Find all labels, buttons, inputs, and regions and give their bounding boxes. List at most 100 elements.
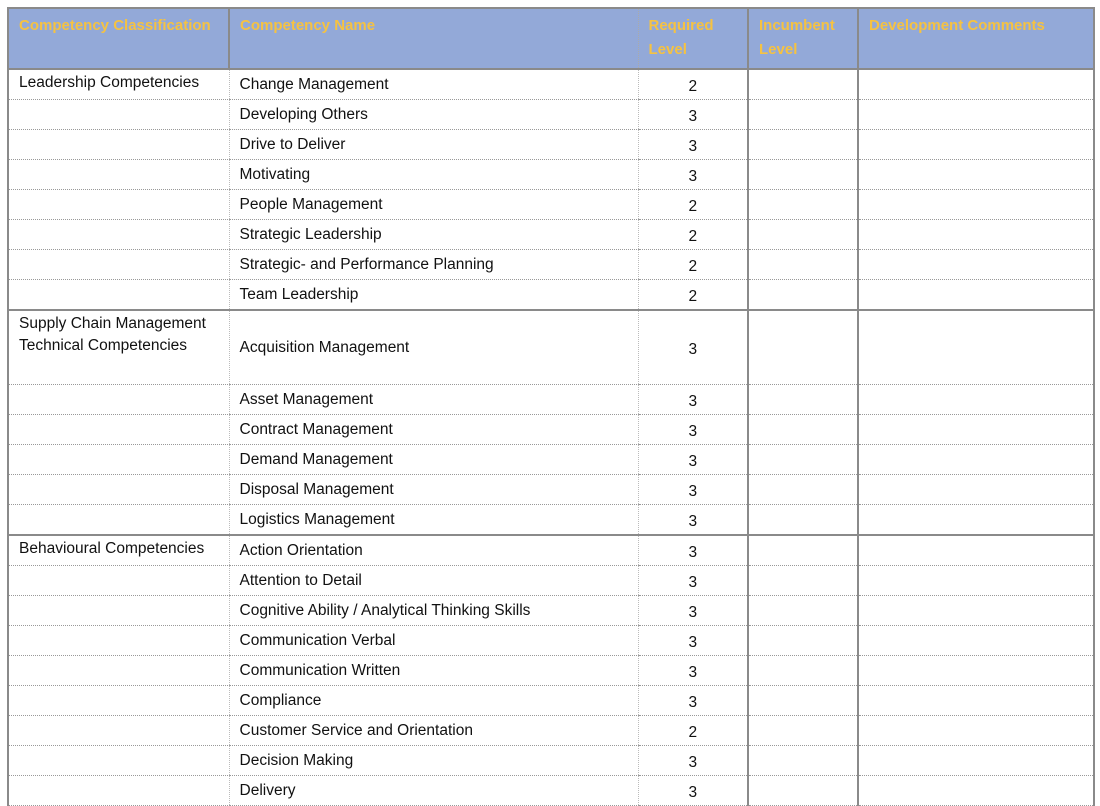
classification-cell xyxy=(7,655,229,686)
development-comments-cell[interactable] xyxy=(857,279,1095,311)
incumbent-level-cell[interactable] xyxy=(747,189,858,220)
incumbent-level-cell[interactable] xyxy=(747,504,858,536)
development-comments-cell[interactable] xyxy=(857,444,1095,475)
table-row: Motivating 3 xyxy=(7,159,1095,190)
required-level-cell: 3 xyxy=(637,745,748,776)
competency-name-cell: Attention to Detail xyxy=(228,565,638,596)
development-comments-cell[interactable] xyxy=(857,685,1095,716)
incumbent-level-cell[interactable] xyxy=(747,384,858,415)
classification-cell xyxy=(7,279,229,311)
competency-name-cell: Demand Management xyxy=(228,444,638,475)
table-row: Demand Management 3 xyxy=(7,444,1095,475)
required-level-cell: 2 xyxy=(637,219,748,250)
table-row: Drive to Deliver 3 xyxy=(7,129,1095,160)
required-level-cell: 3 xyxy=(637,129,748,160)
incumbent-level-cell[interactable] xyxy=(747,595,858,626)
development-comments-cell[interactable] xyxy=(857,504,1095,536)
development-comments-cell[interactable] xyxy=(857,309,1095,385)
development-comments-cell[interactable] xyxy=(857,219,1095,250)
competency-name-cell: Delivery xyxy=(228,775,638,806)
development-comments-cell[interactable] xyxy=(857,715,1095,746)
classification-cell xyxy=(7,504,229,536)
development-comments-cell[interactable] xyxy=(857,534,1095,566)
classification-cell xyxy=(7,715,229,746)
development-comments-cell[interactable] xyxy=(857,129,1095,160)
table-row: Developing Others 3 xyxy=(7,99,1095,130)
classification-cell xyxy=(7,384,229,415)
classification-cell xyxy=(7,99,229,130)
development-comments-cell[interactable] xyxy=(857,775,1095,806)
classification-cell xyxy=(7,595,229,626)
table-row: Communication Verbal 3 xyxy=(7,625,1095,656)
incumbent-level-cell[interactable] xyxy=(747,309,858,385)
development-comments-cell[interactable] xyxy=(857,68,1095,100)
incumbent-level-cell[interactable] xyxy=(747,655,858,686)
development-comments-cell[interactable] xyxy=(857,384,1095,415)
development-comments-cell[interactable] xyxy=(857,159,1095,190)
development-comments-cell[interactable] xyxy=(857,655,1095,686)
required-level-cell: 3 xyxy=(637,565,748,596)
incumbent-level-cell[interactable] xyxy=(747,219,858,250)
header-classification: Competency Classification xyxy=(7,7,230,70)
header-name: Competency Name xyxy=(228,7,639,70)
required-level-cell: 3 xyxy=(637,504,748,536)
header-development-comments: Development Comments xyxy=(857,7,1095,70)
incumbent-level-cell[interactable] xyxy=(747,625,858,656)
development-comments-cell[interactable] xyxy=(857,99,1095,130)
incumbent-level-cell[interactable] xyxy=(747,249,858,280)
competency-name-cell: Action Orientation xyxy=(228,534,638,566)
incumbent-level-cell[interactable] xyxy=(747,414,858,445)
table-row: Disposal Management 3 xyxy=(7,474,1095,505)
development-comments-cell[interactable] xyxy=(857,745,1095,776)
classification-cell xyxy=(7,565,229,596)
required-level-cell: 3 xyxy=(637,444,748,475)
incumbent-level-cell[interactable] xyxy=(747,745,858,776)
classification-cell xyxy=(7,189,229,220)
incumbent-level-cell[interactable] xyxy=(747,68,858,100)
incumbent-level-cell[interactable] xyxy=(747,715,858,746)
competency-name-cell: Developing Others xyxy=(228,99,638,130)
header-required-level: Required Level xyxy=(637,7,749,70)
classification-cell xyxy=(7,159,229,190)
development-comments-cell[interactable] xyxy=(857,189,1095,220)
classification-cell xyxy=(7,414,229,445)
table-row: Decision Making 3 xyxy=(7,745,1095,776)
incumbent-level-cell[interactable] xyxy=(747,444,858,475)
incumbent-level-cell[interactable] xyxy=(747,159,858,190)
incumbent-level-cell[interactable] xyxy=(747,279,858,311)
incumbent-level-cell[interactable] xyxy=(747,534,858,566)
required-level-cell: 3 xyxy=(637,414,748,445)
required-level-cell: 3 xyxy=(637,595,748,626)
required-level-cell: 2 xyxy=(637,715,748,746)
classification-cell: Supply Chain Management Technical Compet… xyxy=(7,309,229,385)
incumbent-level-cell[interactable] xyxy=(747,775,858,806)
development-comments-cell[interactable] xyxy=(857,414,1095,445)
competency-name-cell: Disposal Management xyxy=(228,474,638,505)
development-comments-cell[interactable] xyxy=(857,474,1095,505)
required-level-cell: 3 xyxy=(637,384,748,415)
required-level-cell: 3 xyxy=(637,534,748,566)
classification-cell xyxy=(7,625,229,656)
competency-name-cell: Compliance xyxy=(228,685,638,716)
incumbent-level-cell[interactable] xyxy=(747,685,858,716)
competency-name-cell: Logistics Management xyxy=(228,504,638,536)
incumbent-level-cell[interactable] xyxy=(747,129,858,160)
competency-name-cell: Asset Management xyxy=(228,384,638,415)
incumbent-level-cell[interactable] xyxy=(747,474,858,505)
development-comments-cell[interactable] xyxy=(857,565,1095,596)
incumbent-level-cell[interactable] xyxy=(747,99,858,130)
classification-cell xyxy=(7,474,229,505)
competency-name-cell: Decision Making xyxy=(228,745,638,776)
competency-name-cell: People Management xyxy=(228,189,638,220)
competency-name-cell: Team Leadership xyxy=(228,279,638,311)
competency-table: Competency Classification Competency Nam… xyxy=(7,7,1095,806)
development-comments-cell[interactable] xyxy=(857,625,1095,656)
incumbent-level-cell[interactable] xyxy=(747,565,858,596)
classification-cell xyxy=(7,685,229,716)
development-comments-cell[interactable] xyxy=(857,249,1095,280)
development-comments-cell[interactable] xyxy=(857,595,1095,626)
table-row: Asset Management 3 xyxy=(7,384,1095,415)
required-level-cell: 3 xyxy=(637,99,748,130)
required-level-cell: 3 xyxy=(637,309,748,385)
required-level-cell: 3 xyxy=(637,625,748,656)
